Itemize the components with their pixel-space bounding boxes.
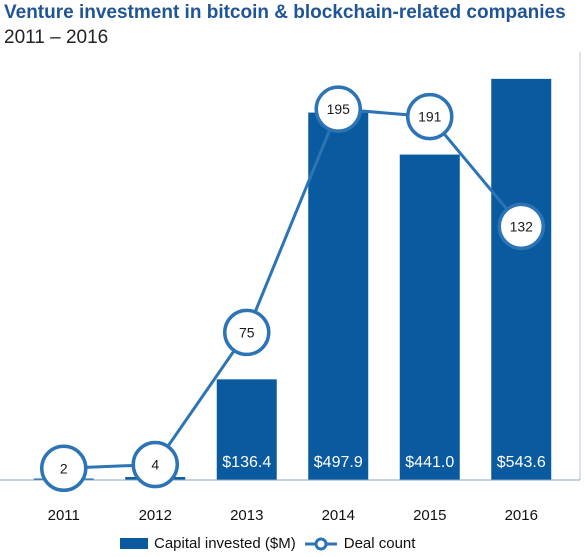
x-tick-label-2014: 2014	[322, 507, 355, 524]
deal-label-2011: 2	[60, 460, 68, 476]
x-tick-label-2013: 2013	[230, 507, 263, 524]
deal-marker-2012	[131, 440, 179, 489]
legend-swatch-line	[304, 537, 337, 550]
x-tick-label-2016: 2016	[505, 507, 538, 524]
deal-label-2012: 4	[151, 457, 159, 473]
chart-subtitle: 2011 – 2016	[4, 27, 109, 48]
deal-label-2013: 75	[239, 324, 255, 340]
x-tick-label-2011: 2011	[48, 507, 80, 524]
legend-label-capital: Capital invested ($M)	[154, 535, 296, 552]
x-tick-label-2015: 2015	[413, 507, 446, 524]
legend-label-deals: Deal count	[343, 535, 416, 552]
legend-item-capital: Capital invested ($M)	[120, 535, 296, 552]
bar-2016	[491, 78, 552, 480]
bar-2013	[216, 379, 277, 480]
x-tick-label-2012: 2012	[139, 507, 172, 524]
deal-label-2016: 132	[510, 218, 534, 234]
chart-title: Venture investment in bitcoin & blockcha…	[4, 2, 566, 23]
deal-marker-2011	[40, 444, 88, 493]
deal-label-2014: 195	[327, 101, 351, 117]
deal-marker-2016	[497, 202, 545, 251]
legend-swatch-bar	[120, 538, 148, 549]
legend: Capital invested ($M) Deal count	[120, 535, 415, 552]
deal-marker-2013	[223, 308, 271, 357]
bar-2014	[308, 112, 369, 480]
bar-label-2014: $497.9	[314, 454, 363, 471]
bar-label-2016: $543.6	[497, 454, 546, 471]
bar-2015	[399, 154, 460, 480]
deal-label-2015: 191	[418, 109, 442, 125]
deal-marker-2014	[314, 85, 362, 133]
bar-label-2015: $441.0	[405, 454, 454, 471]
bar-label-2013: $136.4	[222, 454, 271, 471]
deal-marker-2015	[406, 92, 454, 141]
legend-item-deals: Deal count	[304, 535, 416, 552]
